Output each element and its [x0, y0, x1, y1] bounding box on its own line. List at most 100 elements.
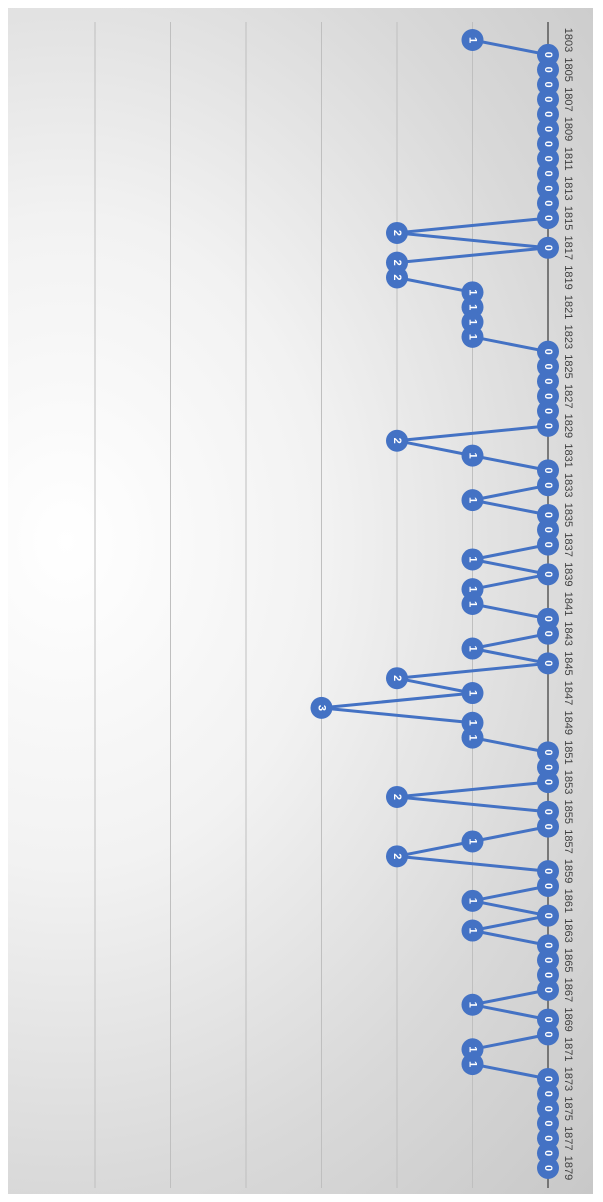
data-point [461, 889, 484, 912]
data-point [537, 1023, 559, 1046]
x-tick-label: 1829 [562, 414, 574, 438]
data-label: 1 [467, 304, 479, 310]
x-tick-label: 1843 [562, 621, 574, 645]
data-point [461, 830, 484, 853]
data-label: 0 [542, 126, 554, 132]
data-label: 0 [542, 482, 554, 488]
data-label: 0 [542, 1017, 554, 1023]
x-tick-label: 1879 [562, 1156, 574, 1180]
data-label: 0 [542, 764, 554, 770]
data-point [461, 682, 484, 705]
data-label: 0 [542, 111, 554, 117]
data-label: 2 [391, 675, 403, 681]
data-point [461, 444, 484, 467]
data-label: 1 [467, 690, 479, 696]
data-label: 0 [542, 1031, 554, 1037]
x-tick-labels: 1803 1805 1807 1809 1811 1813 1815 1817 1819 1821… [562, 28, 574, 1180]
x-tick-label: 1807 [562, 87, 574, 111]
data-point [310, 696, 333, 719]
data-point [461, 919, 484, 942]
data-label: 1 [467, 1061, 479, 1067]
x-tick-label: 1873 [562, 1067, 574, 1091]
x-tick-label: 1817 [562, 236, 574, 260]
data-label: 1 [467, 838, 479, 844]
x-tick-label: 1811 [562, 147, 574, 171]
data-label: 0 [542, 972, 554, 978]
data-label: 0 [542, 1091, 554, 1097]
data-label: 0 [542, 1076, 554, 1082]
data-point [461, 29, 484, 51]
x-tick-label: 1825 [562, 354, 574, 378]
data-label: 0 [542, 1120, 554, 1126]
data-label: 0 [542, 52, 554, 58]
x-tick-label: 1831 [562, 443, 574, 467]
data-point [537, 652, 559, 675]
data-label: 1 [467, 334, 479, 340]
data-point [386, 785, 408, 808]
x-tick-label: 1839 [562, 562, 574, 586]
data-label: 0 [542, 913, 554, 919]
x-tick-label: 1863 [562, 918, 574, 942]
data-label: 0 [542, 868, 554, 874]
data-label: 1 [467, 319, 479, 325]
data-label: 0 [542, 1106, 554, 1112]
data-label: 1 [467, 453, 479, 459]
data-label: 0 [542, 378, 554, 384]
data-point [537, 771, 559, 794]
data-label: 1 [467, 601, 479, 607]
data-label: 0 [542, 81, 554, 87]
x-tick-label: 1853 [562, 770, 574, 794]
data-label: 0 [542, 987, 554, 993]
data-label: 0 [542, 141, 554, 147]
data-point [386, 221, 408, 244]
data-point [461, 993, 484, 1016]
data-label: 1 [467, 556, 479, 562]
data-label: 0 [542, 171, 554, 177]
x-tick-label: 1823 [562, 325, 574, 349]
data-label: 0 [542, 824, 554, 830]
data-label: 0 [542, 571, 554, 577]
data-label: 0 [542, 200, 554, 206]
x-tick-label: 1851 [562, 740, 574, 764]
data-label: 2 [391, 794, 403, 800]
data-label: 0 [542, 215, 554, 221]
data-point [537, 875, 559, 897]
x-tick-label: 1855 [562, 800, 574, 824]
data-label: 1 [467, 586, 479, 592]
x-tick-label: 1813 [562, 176, 574, 200]
data-point [537, 1157, 559, 1179]
data-label: 0 [542, 527, 554, 533]
data-label: 1 [467, 927, 479, 933]
x-tick-label: 1815 [562, 206, 574, 230]
chart-background [8, 8, 593, 1194]
x-tick-label: 1819 [562, 265, 574, 289]
data-point [461, 548, 484, 571]
data-label: 0 [542, 363, 554, 369]
x-tick-label: 1803 [562, 28, 574, 52]
data-label: 1 [467, 645, 479, 651]
x-tick-label: 1841 [562, 592, 574, 616]
x-tick-label: 1877 [562, 1126, 574, 1150]
data-label: 0 [542, 512, 554, 518]
series-line [320, 38, 550, 1168]
data-label: 0 [542, 423, 554, 429]
data-label: 2 [391, 260, 403, 266]
data-point [461, 489, 484, 512]
data-label: 0 [542, 408, 554, 414]
data-label: 2 [391, 853, 403, 859]
x-tick-label: 1833 [562, 473, 574, 497]
data-label: 1 [467, 37, 479, 43]
data-label: 0 [542, 393, 554, 399]
data-point [386, 667, 408, 690]
data-label: 0 [542, 957, 554, 963]
data-label: 1 [467, 497, 479, 503]
data-label: 1 [467, 1002, 479, 1008]
data-label: 0 [542, 749, 554, 755]
data-label: 0 [542, 96, 554, 102]
data-point [537, 978, 559, 1001]
data-label: 2 [391, 274, 403, 280]
x-tick-label: 1809 [562, 117, 574, 141]
data-label: 2 [391, 230, 403, 236]
data-label: 0 [542, 942, 554, 948]
x-tick-label: 1805 [562, 57, 574, 81]
